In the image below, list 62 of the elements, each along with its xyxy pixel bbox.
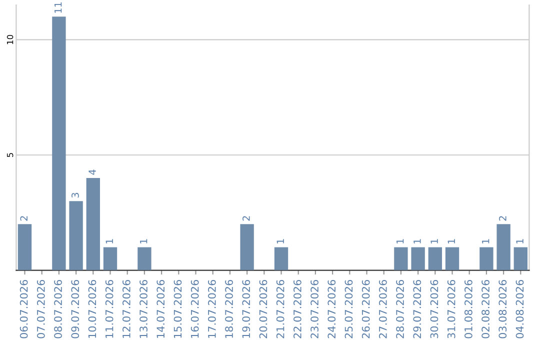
bar [240,224,254,270]
x-tick-label: 02.08.2026 [482,280,490,338]
x-tick-label: 16.07.2026 [190,280,199,338]
x-tick-label: 14.07.2026 [156,280,165,338]
x-tick-label: 19.07.2026 [242,280,250,338]
y-tick-label: 5 [7,153,14,158]
bar [411,247,425,270]
data-label: 2 [499,216,506,221]
data-label: 1 [448,239,455,244]
x-tick-label: 06.07.2026 [20,280,28,338]
data-label: 3 [72,192,79,198]
data-label: 1 [430,239,438,244]
data-label: 11 [54,2,62,13]
bar [69,201,83,270]
x-tick-label: 26.07.2026 [362,280,370,338]
x-tick-label: 27.07.2026 [378,280,387,338]
x-tick-label: 23.07.2026 [310,280,318,338]
data-label: 1 [140,239,148,244]
x-tick-label: 15.07.2026 [174,280,182,338]
x-tick-label: 29.07.2026 [413,280,422,338]
x-tick-label: 20.07.2026 [259,280,268,338]
bar [274,247,288,270]
data-label: 1 [106,239,113,244]
bar [496,224,510,270]
x-tick-label: 30.07.2026 [430,280,438,338]
data-label: 4 [88,170,96,175]
x-tick-label: 17.07.2026 [208,280,216,338]
x-tick-label: 07.07.2026 [36,280,45,338]
x-tick-label: 03.08.2026 [498,280,507,338]
bar [18,224,32,270]
x-tick-label: 12.07.2026 [122,280,130,338]
data-label: 2 [20,216,28,221]
x-tick-label: 04.08.2026 [516,280,524,338]
y-tick-label: 10 [6,34,14,44]
x-tick-label: 09.07.2026 [71,280,80,338]
data-label: 2 [242,216,250,221]
x-tick-label: 25.07.2026 [344,280,353,338]
x-tick-label: 24.07.2026 [328,280,336,338]
x-tick-label: 21.07.2026 [276,280,284,338]
bar [86,178,100,270]
x-tick-label: 01.08.2026 [464,280,472,338]
bar [445,247,460,270]
x-tick-label: 18.07.2026 [225,280,233,338]
data-label: 1 [516,239,524,244]
bar [514,247,528,270]
data-label: 1 [396,239,404,244]
x-tick-label: 22.07.2026 [293,280,302,338]
bar [138,247,152,270]
bar [52,16,66,270]
data-label: 1 [482,239,490,244]
x-tick-label: 28.07.2026 [396,280,404,338]
data-label: 1 [414,239,421,244]
bar [428,247,442,270]
x-tick-label: 10.07.2026 [88,280,96,338]
bar [103,247,118,270]
x-tick-label: 11.07.2026 [105,280,114,338]
x-tick-label: 31.07.2026 [447,280,456,338]
bar [394,247,408,270]
x-tick-label: 08.07.2026 [54,280,62,338]
bar [480,247,494,270]
data-label: 1 [276,239,284,244]
x-tick-label: 13.07.2026 [140,280,148,338]
